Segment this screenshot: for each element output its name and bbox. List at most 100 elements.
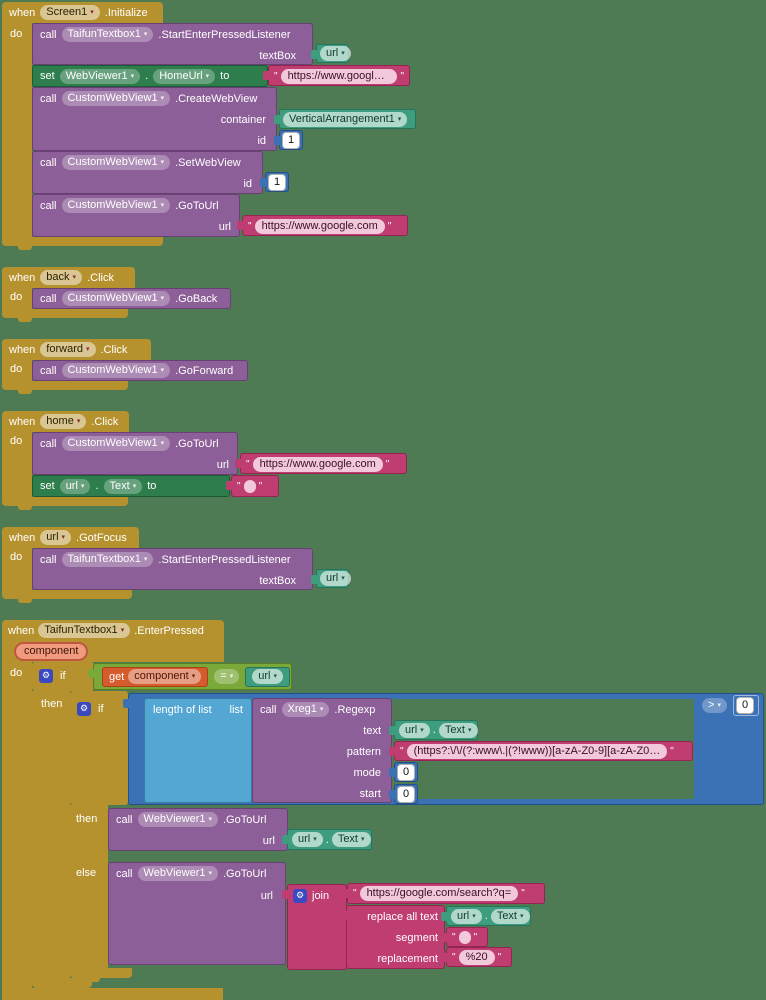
component-dropdown[interactable]: back ▾ bbox=[40, 270, 83, 285]
call-block-goforward[interactable]: call CustomWebView1 ▾ .GoForward bbox=[32, 360, 248, 381]
call-block-regexp[interactable]: call Xreg1 ▾ .Regexp text pattern mode star… bbox=[252, 698, 392, 803]
event-block-foot[interactable] bbox=[2, 237, 163, 250]
component-dropdown[interactable]: VerticalArrangement1 ▾ bbox=[283, 111, 408, 127]
call-block-gotourl[interactable]: call WebViewer1 ▾ .GoToUrl url bbox=[108, 862, 286, 965]
event-block-enterpressed[interactable]: when TaifunTextbox1 ▾ .EnterPressed bbox=[2, 620, 224, 641]
component-block-verticalarrangement1[interactable]: VerticalArrangement1 ▾ bbox=[274, 109, 416, 129]
property-getter-block-url-text[interactable]: url ▾. Text ▾ bbox=[282, 829, 372, 850]
empty-string-block[interactable]: " " bbox=[226, 475, 279, 497]
operator-dropdown[interactable]: = ▾ bbox=[214, 669, 240, 684]
number-field[interactable]: 0 bbox=[736, 697, 755, 714]
property-dropdown[interactable]: Text ▾ bbox=[490, 908, 530, 924]
component-dropdown[interactable]: url ▾ bbox=[399, 722, 430, 738]
set-block-homeurl[interactable]: set WebViewer1 ▾. HomeUrl ▾ to bbox=[32, 65, 268, 87]
component-block-url[interactable]: url ▾ bbox=[311, 569, 351, 588]
mutator-gear-icon[interactable]: ⚙ bbox=[77, 701, 91, 716]
component-dropdown[interactable]: Screen1 ▾ bbox=[40, 5, 100, 20]
event-block-foot[interactable] bbox=[2, 497, 128, 510]
component-dropdown[interactable]: CustomWebView1 ▾ bbox=[61, 155, 171, 170]
call-block-setwebview[interactable]: call CustomWebView1 ▾ .SetWebView id bbox=[32, 151, 263, 194]
mutator-gear-icon[interactable]: ⚙ bbox=[293, 888, 307, 903]
number-block[interactable]: 0 bbox=[389, 784, 418, 804]
event-block-home-click[interactable]: when home ▾ .Click bbox=[2, 411, 129, 432]
component-block-url[interactable]: url ▾ bbox=[245, 666, 290, 687]
if-block-header[interactable]: ⚙ if bbox=[70, 691, 128, 805]
event-param-chip[interactable]: component bbox=[14, 642, 89, 661]
variable-dropdown[interactable]: component ▾ bbox=[128, 669, 202, 684]
component-dropdown[interactable]: Xreg1 ▾ bbox=[281, 702, 330, 717]
text-string-block[interactable]: " https://www.google.com " bbox=[237, 215, 408, 236]
event-do-column[interactable]: do bbox=[2, 360, 32, 381]
event-block-foot[interactable] bbox=[2, 590, 132, 603]
string-field[interactable]: (https?:\/\/(?:www\.|(?!www))[a-zA-Z0-9]… bbox=[406, 743, 668, 759]
component-dropdown[interactable]: forward ▾ bbox=[40, 342, 96, 357]
number-block[interactable]: 0 bbox=[389, 762, 418, 782]
number-field[interactable]: 1 bbox=[282, 131, 301, 149]
text-string-block[interactable]: " https://google.com/search?q= " bbox=[342, 883, 545, 904]
property-dropdown[interactable]: Text ▾ bbox=[103, 478, 143, 494]
property-getter-block-url-text[interactable]: url ▾. Text ▾ bbox=[389, 720, 478, 740]
component-dropdown[interactable]: TaifunTextbox1 ▾ bbox=[61, 27, 154, 42]
text-string-block[interactable]: " https://www.google.com " bbox=[263, 65, 410, 86]
string-field[interactable]: https://www.google.com bbox=[254, 219, 385, 234]
call-block-goback[interactable]: call CustomWebView1 ▾ .GoBack bbox=[32, 288, 231, 309]
call-block-startenterpressedlistener[interactable]: call TaifunTextbox1 ▾ .StartEnterPressedLis… bbox=[32, 548, 313, 590]
string-field[interactable]: https://www.google.com bbox=[280, 69, 398, 84]
component-dropdown[interactable]: url ▾ bbox=[320, 46, 351, 61]
component-dropdown[interactable]: url ▾ bbox=[292, 832, 323, 847]
event-block-screen1-initialize[interactable]: when Screen1 ▾ .Initialize bbox=[2, 2, 163, 23]
component-dropdown[interactable]: url ▾ bbox=[252, 669, 283, 684]
event-do-column[interactable]: do bbox=[2, 23, 32, 237]
event-block-foot[interactable] bbox=[2, 381, 128, 394]
string-field[interactable] bbox=[458, 930, 471, 944]
call-block-gotourl[interactable]: call WebViewer1 ▾ .GoToUrl url bbox=[108, 808, 288, 851]
event-do-column[interactable]: do bbox=[2, 662, 32, 988]
string-field[interactable] bbox=[243, 479, 256, 493]
join-block[interactable]: ⚙ join bbox=[282, 884, 347, 970]
component-dropdown[interactable]: url ▾ bbox=[40, 530, 72, 545]
empty-string-block[interactable]: " " bbox=[441, 927, 488, 947]
component-dropdown[interactable]: CustomWebView1 ▾ bbox=[61, 363, 171, 378]
logic-compare-block[interactable]: get component ▾ = ▾ url ▾ bbox=[88, 663, 292, 690]
component-dropdown[interactable]: CustomWebView1 ▾ bbox=[61, 436, 171, 451]
number-field[interactable]: 0 bbox=[397, 785, 416, 803]
number-block[interactable]: 0 bbox=[733, 695, 759, 716]
event-block-foot[interactable] bbox=[2, 309, 128, 322]
component-dropdown[interactable]: WebViewer1 ▾ bbox=[137, 812, 218, 827]
length-of-list-block[interactable]: length of list list bbox=[144, 698, 252, 803]
string-field[interactable]: %20 bbox=[458, 949, 495, 965]
if-block-foot[interactable] bbox=[32, 978, 92, 992]
event-block-url-gotfocus[interactable]: when url ▾ .GotFocus bbox=[2, 527, 139, 548]
if-block-foot[interactable] bbox=[70, 968, 132, 982]
component-dropdown[interactable]: url ▾ bbox=[320, 571, 351, 586]
event-do-column[interactable]: do bbox=[2, 288, 32, 309]
text-string-block-pattern[interactable]: " (https?:\/\/(?:www\.|(?!www))[a-zA-Z0-9… bbox=[389, 741, 693, 761]
text-string-block[interactable]: " %20 " bbox=[441, 947, 512, 967]
text-string-block[interactable]: " https://www.google.com " bbox=[235, 453, 407, 474]
property-getter-block-url-text[interactable]: url ▾. Text ▾ bbox=[441, 906, 531, 926]
event-do-column[interactable]: do bbox=[2, 548, 32, 590]
string-field[interactable]: https://www.google.com bbox=[252, 457, 383, 472]
event-do-column[interactable]: do bbox=[2, 432, 32, 497]
number-field[interactable]: 1 bbox=[268, 173, 287, 191]
property-dropdown[interactable]: Text ▾ bbox=[331, 832, 371, 847]
component-dropdown[interactable]: CustomWebView1 ▾ bbox=[61, 291, 171, 306]
component-dropdown[interactable]: url ▾ bbox=[451, 908, 482, 924]
component-dropdown[interactable]: TaifunTextbox1 ▾ bbox=[38, 623, 131, 638]
number-block[interactable]: 1 bbox=[274, 130, 303, 150]
if-block-body-column[interactable] bbox=[70, 805, 108, 968]
property-dropdown[interactable]: Text ▾ bbox=[438, 722, 478, 738]
component-dropdown[interactable]: CustomWebView1 ▾ bbox=[61, 91, 171, 106]
event-block-foot[interactable] bbox=[2, 988, 223, 1000]
event-block-back-click[interactable]: when back ▾ .Click bbox=[2, 267, 135, 288]
event-block-forward-click[interactable]: when forward ▾ .Click bbox=[2, 339, 151, 360]
if-block-header[interactable]: ⚙ if bbox=[32, 662, 94, 691]
component-block-url[interactable]: url ▾ bbox=[311, 44, 351, 63]
string-field[interactable]: https://google.com/search?q= bbox=[359, 886, 519, 901]
component-dropdown[interactable]: home ▾ bbox=[40, 414, 87, 429]
property-dropdown[interactable]: HomeUrl ▾ bbox=[153, 68, 216, 84]
call-block-gotourl[interactable]: call CustomWebView1 ▾ .GoToUrl url bbox=[32, 432, 238, 475]
if-block-body-column[interactable] bbox=[32, 691, 70, 978]
component-dropdown[interactable]: CustomWebView1 ▾ bbox=[61, 198, 171, 213]
